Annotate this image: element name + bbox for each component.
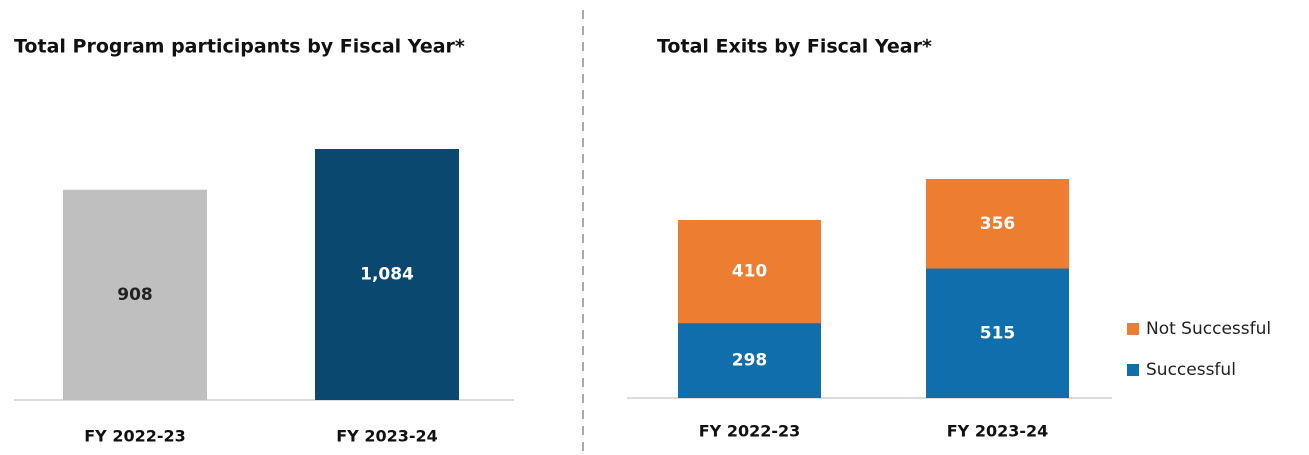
bar-segment <box>926 268 1069 398</box>
x-tick-label: FY 2022-23 <box>699 422 801 441</box>
chart-title: Total Program participants by Fiscal Yea… <box>14 36 465 58</box>
x-tick-label: FY 2023-24 <box>336 427 438 446</box>
bar-segment <box>678 323 821 398</box>
legend-swatch <box>1127 323 1139 335</box>
x-tick-label: FY 2023-24 <box>947 422 1049 441</box>
bar <box>315 149 459 400</box>
bar <box>63 189 207 400</box>
value-label: 410 <box>732 262 768 282</box>
bar-segment <box>926 179 1069 269</box>
value-label: 1,084 <box>360 265 414 285</box>
chart-title: Total Exits by Fiscal Year* <box>657 36 932 58</box>
value-label: 908 <box>117 285 153 305</box>
legend-swatch <box>1127 364 1139 376</box>
bar-segment <box>678 219 821 324</box>
value-label: 356 <box>980 214 1016 234</box>
legend-label: Not Successful <box>1146 319 1271 339</box>
x-tick-label: FY 2022-23 <box>84 427 186 446</box>
legend-label: Successful <box>1146 360 1236 380</box>
value-label: 515 <box>980 323 1016 343</box>
value-label: 298 <box>732 351 768 371</box>
